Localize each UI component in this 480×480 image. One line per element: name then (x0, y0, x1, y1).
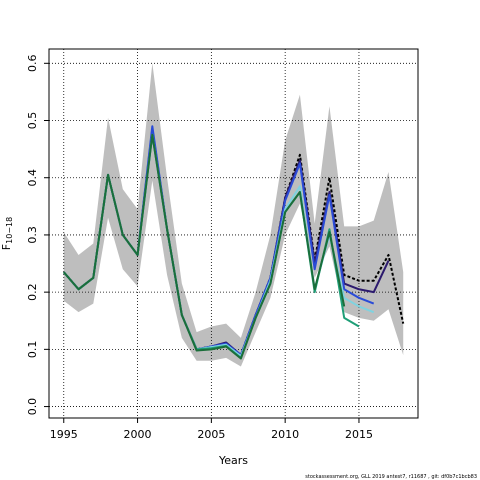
y-tick-label-0.3: 0.3 (26, 226, 39, 244)
confidence-band (63, 63, 404, 367)
x-axis-title: Years (218, 454, 248, 467)
y-tick-label-0.4: 0.4 (26, 169, 39, 187)
y-tick-label-0.5: 0.5 (26, 112, 39, 130)
source-footnote: stockassessment.org, GLL 2019 antest7, r… (305, 474, 477, 480)
x-tick-label-2015: 2015 (345, 428, 373, 441)
plot-frame (48, 48, 419, 419)
y-axis-title-main: F (0, 244, 13, 250)
y-axis: 0.0 0.1 0.2 0.3 0.4 0.5 0.6 (26, 55, 49, 416)
x-tick-label-2005: 2005 (197, 428, 225, 441)
confidence-band-layer (63, 63, 404, 367)
y-tick-label-0.2: 0.2 (26, 283, 39, 301)
y-axis-title: F10−18 (0, 217, 14, 250)
x-tick-label-2000: 2000 (124, 428, 152, 441)
y-axis-title-subscript: 10−18 (5, 217, 14, 244)
y-tick-label-0.6: 0.6 (26, 55, 39, 72)
y-tick-label-0: 0.0 (26, 398, 39, 416)
x-axis: 1995 2000 2005 2010 2015 (50, 418, 373, 441)
y-tick-label-0.1: 0.1 (26, 341, 39, 359)
series-line-6 (63, 133, 346, 360)
x-tick-label-1995: 1995 (50, 428, 78, 441)
series-layer (63, 125, 405, 360)
x-tick-label-2010: 2010 (271, 428, 299, 441)
